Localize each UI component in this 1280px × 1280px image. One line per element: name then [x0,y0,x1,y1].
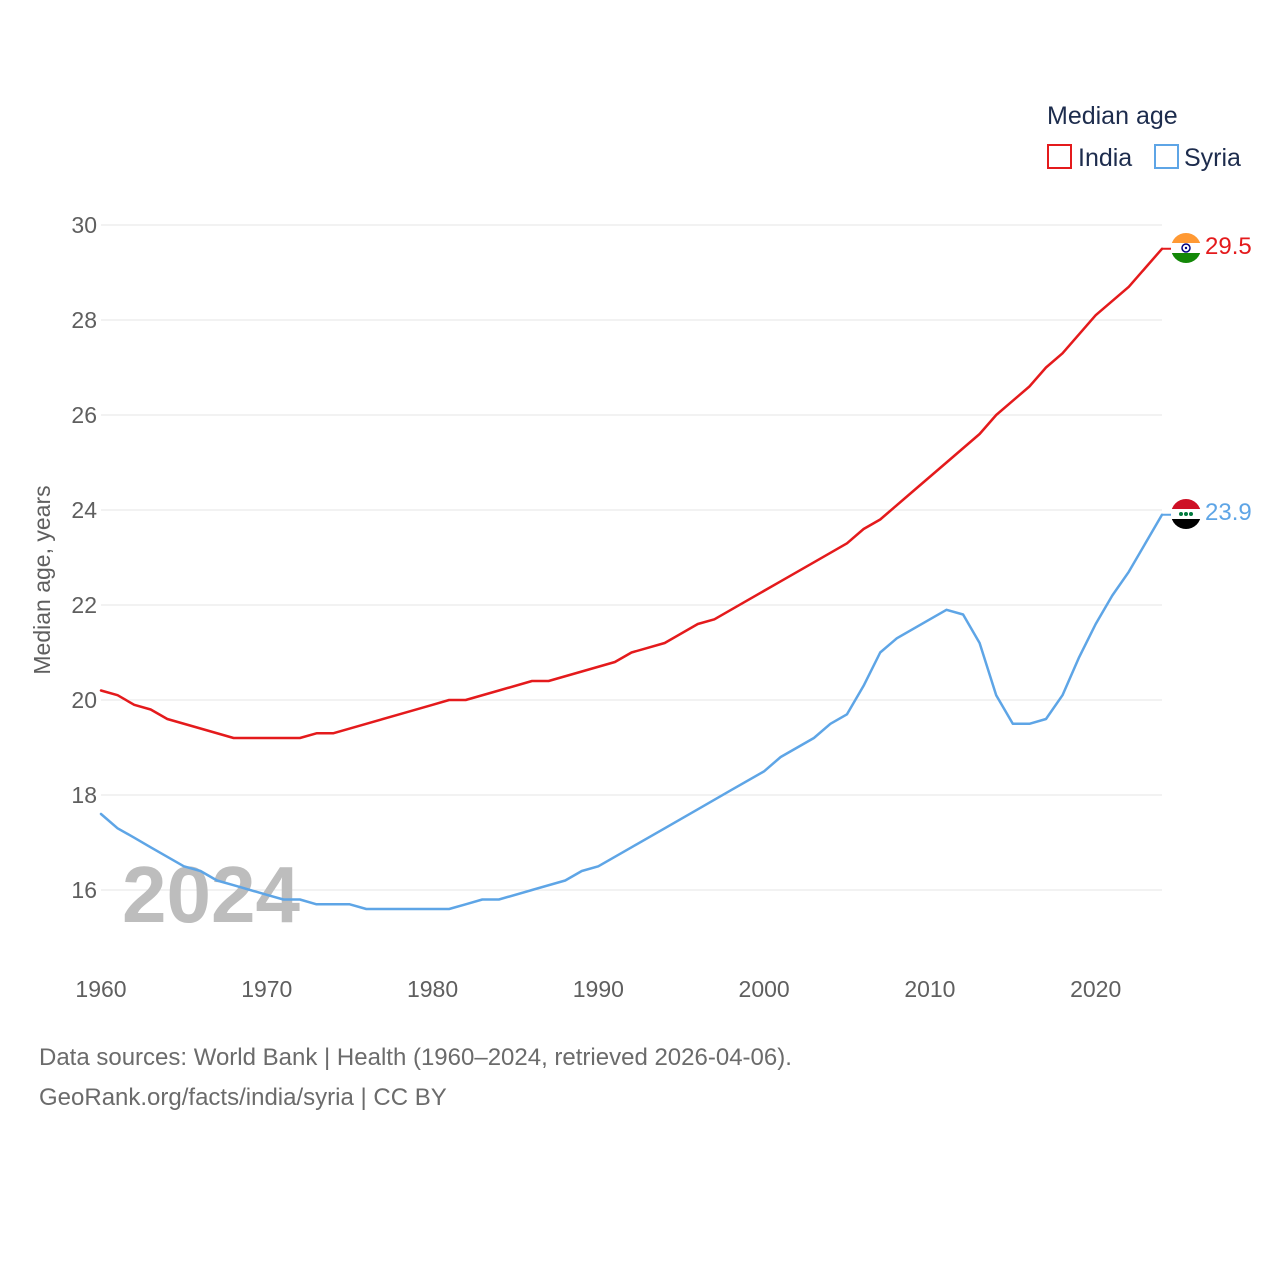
y-tick-label-16: 16 [71,877,97,903]
footer-attribution: GeoRank.org/facts/india/syria | CC BY [39,1084,447,1111]
x-tick-label-1970: 1970 [241,976,292,1002]
legend-title: Median age [1047,102,1178,130]
legend-label-syria[interactable]: Syria [1184,144,1241,172]
india-flag-icon [1171,233,1201,263]
syria-flag-icon [1171,499,1201,529]
x-tick-label-2020: 2020 [1070,976,1121,1002]
y-axis-title: Median age, years [29,485,55,674]
legend-swatch-syria[interactable] [1154,144,1179,169]
y-tick-label-26: 26 [71,402,97,428]
y-axis: 16 18 20 22 24 26 28 30 [71,212,97,903]
series-lines [99,247,1171,911]
series-line-india [99,247,1164,740]
legend: Median age India Syria [1047,102,1241,172]
legend-label-india[interactable]: India [1078,144,1132,172]
x-tick-label-2000: 2000 [739,976,790,1002]
y-tick-label-24: 24 [71,497,97,523]
y-tick-label-20: 20 [71,687,97,713]
x-tick-label-2010: 2010 [904,976,955,1002]
series-line-syria [99,513,1164,911]
footer-sources: Data sources: World Bank | Health (1960–… [39,1044,792,1071]
end-label-india: 29.5 [1205,233,1252,260]
x-axis: 1960 1970 1980 1990 2000 2010 2020 [75,976,1121,1002]
y-tick-label-30: 30 [71,212,97,238]
y-tick-label-22: 22 [71,592,97,618]
x-tick-label-1980: 1980 [407,976,458,1002]
x-tick-label-1990: 1990 [573,976,624,1002]
y-tick-label-28: 28 [71,307,97,333]
y-tick-label-18: 18 [71,782,97,808]
x-tick-label-1960: 1960 [75,976,126,1002]
legend-swatch-india[interactable] [1047,144,1072,169]
gridlines [101,224,1162,891]
year-watermark: 2024 [122,850,300,939]
end-label-syria: 23.9 [1205,499,1252,526]
